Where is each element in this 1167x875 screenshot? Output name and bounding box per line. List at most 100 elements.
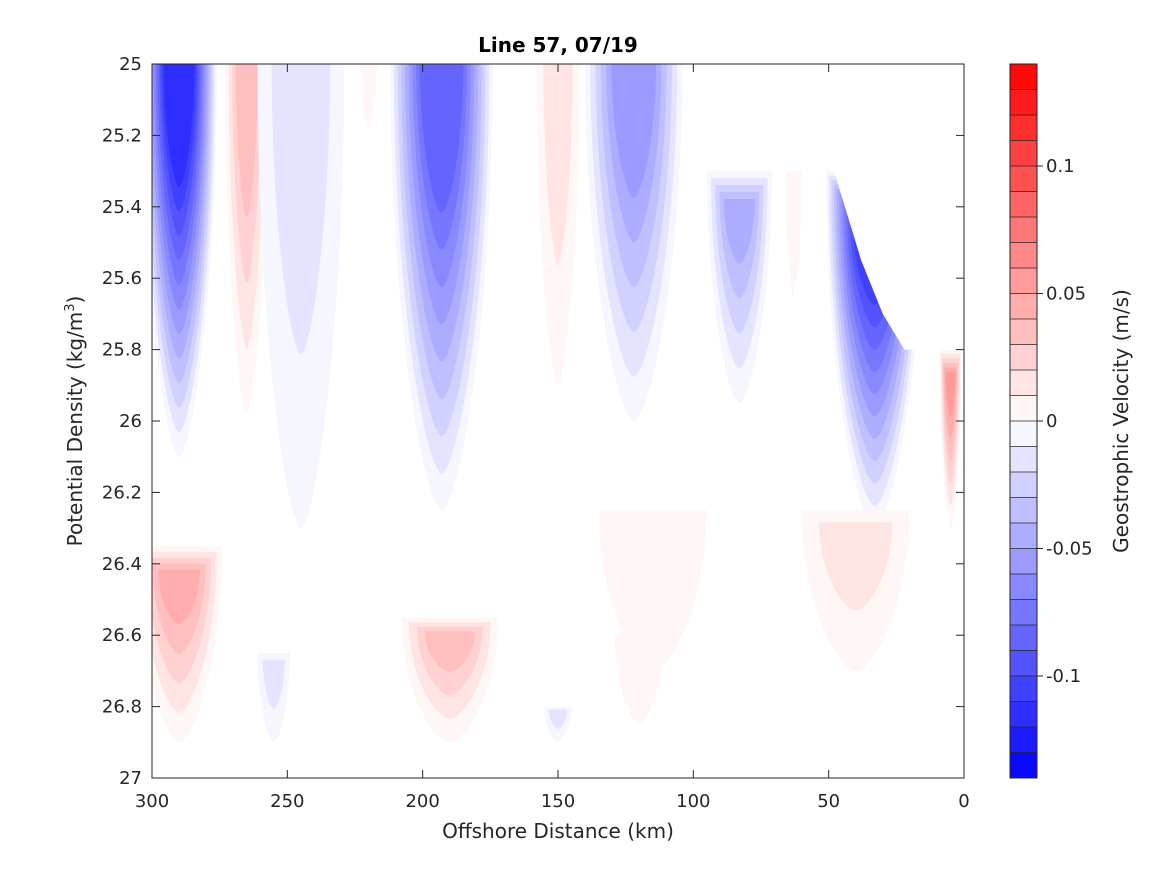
x-tick-label: 200 [405,791,439,812]
velocity-feature-cell-193 [390,64,494,511]
x-tick-label: 50 [817,791,840,812]
y-tick-label: 25.2 [102,125,142,146]
y-tick-label: 26.2 [102,482,142,503]
velocity-feature-cell-245 [257,64,345,529]
velocity-feature-cell-5 [939,349,962,529]
velocity-field [152,64,962,743]
velocity-feature-cell-122 [585,64,683,421]
contour-band [614,635,664,725]
colorbar-swatch [1010,625,1037,651]
colorbar-tick-label: 0 [1046,411,1057,432]
velocity-feature-cell-290-deep [152,545,223,743]
colorbar-label: Geostrophic Velocity (m/s) [1109,289,1133,553]
colorbar-swatch [1010,191,1037,218]
colorbar-swatch [1010,727,1037,753]
colorbar-swatch [1010,523,1037,549]
colorbar-swatch [1010,701,1037,728]
colorbar-swatch [1010,166,1037,192]
x-axis-ticks: 300 250 200 150 100 50 0 [135,64,970,812]
colorbar-swatch [1010,140,1037,167]
contour-band [945,371,956,417]
colorbar-swatch [1010,344,1037,371]
colorbar-tick-label: -0.05 [1046,539,1093,560]
colorbar-swatch [1010,242,1037,269]
y-tick-label: 25 [119,54,142,75]
contour-band [611,64,657,198]
x-tick-label: 300 [135,791,169,812]
colorbar-tick-label: 0.05 [1046,284,1086,305]
contour-band [360,64,377,129]
velocity-feature-cell-265 [225,64,269,414]
no-data-top-right [704,64,964,350]
x-axis-label: Offshore Distance (km) [442,819,674,843]
colorbar-swatch [1010,497,1037,524]
contour-band [424,631,475,673]
x-tick-label: 0 [958,791,969,812]
contour-band [543,64,573,265]
velocity-feature-cell-150-deep [544,706,572,743]
chart-title: Line 57, 07/19 [478,33,638,57]
contour-band [785,171,802,297]
colorbar-swatches [1010,64,1037,779]
velocity-feature-cell-115-deep [598,510,707,671]
y-tick-label: 26.6 [102,625,142,646]
colorbar-swatch [1010,446,1037,473]
colorbar-swatch [1010,676,1037,702]
colorbar-swatch [1010,650,1037,677]
contour-band [163,64,195,187]
velocity-feature-cell-255-deep [257,653,291,743]
velocity-feature-cell-220 [360,64,377,129]
colorbar-swatch [1010,421,1037,447]
colorbar-swatch [1010,395,1037,422]
y-axis-label-main: Potential Density (kg/m [63,312,87,547]
contour-band [548,709,568,729]
contour-band [723,198,755,264]
colorbar-tick-label: -0.1 [1046,666,1081,687]
colorbar-swatch [1010,115,1037,141]
velocity-feature-cell-150 [536,64,580,386]
colorbar-swatch [1010,293,1037,320]
y-axis-ticks: 25 25.2 25.4 25.6 25.8 26 26.2 26.4 26.6 26.8 27 [102,54,964,789]
colorbar-swatch [1010,268,1037,294]
y-tick-label: 25.8 [102,340,142,361]
colorbar-swatch [1010,548,1037,575]
colorbar-swatch [1010,217,1037,243]
colorbar-swatch [1010,89,1037,116]
colorbar: 0.1 0.05 0 -0.05 -0.1 [1009,63,1093,779]
colorbar-swatch [1010,599,1037,626]
y-tick-label: 25.4 [102,197,142,218]
velocity-feature-cell-83 [706,171,772,404]
y-tick-label: 26 [119,411,142,432]
colorbar-swatch [1010,752,1037,779]
contour-band [598,510,707,671]
plot-area: 300 250 200 150 100 50 0 2525.225.425.625.8262… [102,54,970,812]
contour-band [235,64,258,218]
colorbar-swatch [1010,472,1037,498]
contour-band [819,522,893,611]
colorbar-swatch [1010,370,1037,396]
velocity-feature-cell-120-deep-b [614,635,664,725]
y-tick-label: 26.8 [102,697,142,718]
y-axis-label-end: ) [63,296,87,304]
velocity-feature-cell-40-deep [801,510,910,671]
y-tick-label: 27 [119,768,142,789]
contour-band [271,64,331,355]
contour-band [419,64,464,213]
velocity-feature-cell-63 [785,171,802,297]
contour-band [158,569,200,625]
y-axis-label-superscript: 3 [63,303,78,311]
contour-band [262,659,285,709]
x-tick-label: 250 [270,791,304,812]
colorbar-swatch [1010,319,1037,345]
velocity-feature-cell-190-deep [401,617,499,743]
y-tick-label: 26.4 [102,554,142,575]
y-tick-label: 25.6 [102,268,142,289]
y-axis-label: Potential Density (kg/m3) [63,296,87,547]
no-data-bottom [152,742,964,778]
colorbar-swatch [1010,64,1037,90]
colorbar-ticks: 0.1 0.05 0 -0.05 -0.1 [1037,156,1093,687]
x-tick-label: 150 [541,791,575,812]
colorbar-swatch [1010,574,1037,600]
x-tick-label: 100 [676,791,710,812]
